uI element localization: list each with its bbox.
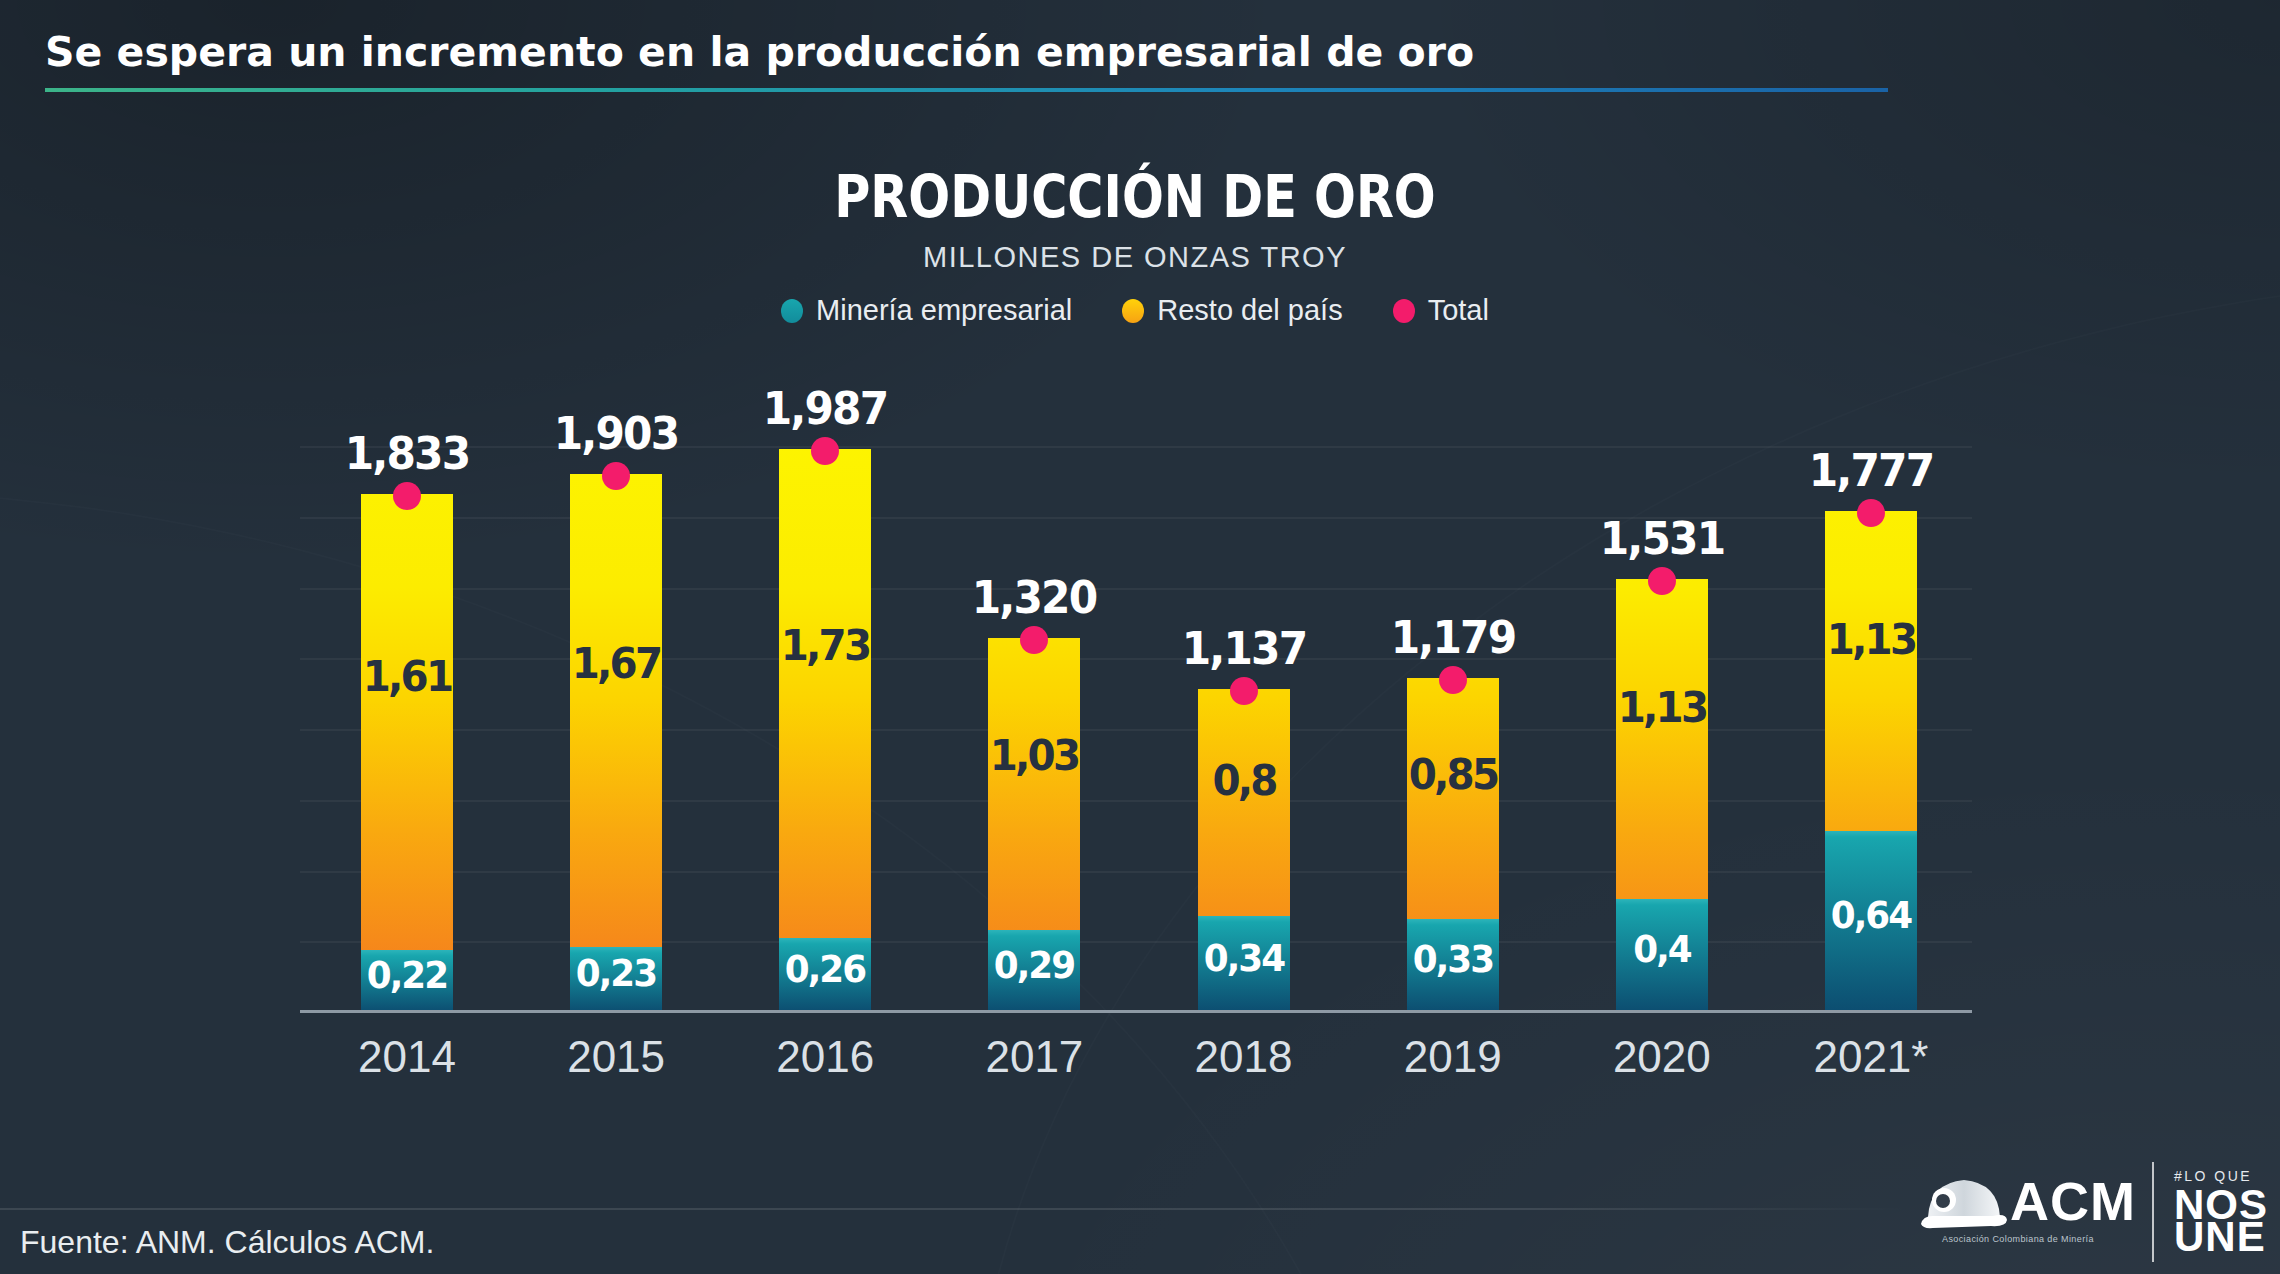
total-value-label: 1,777 <box>1768 447 1975 495</box>
source-note: Fuente: ANM. Cálculos ACM. <box>20 1224 434 1261</box>
resto-value-label: 1,13 <box>1558 684 1765 730</box>
total-value-label: 1,903 <box>513 410 720 458</box>
year-label: 2021* <box>1761 1034 1981 1080</box>
tagline: #LO QUE NOS UNE <box>2174 1168 2266 1253</box>
hard-hat-icon <box>1918 1170 2010 1234</box>
resto-value-label: 0,85 <box>1349 751 1556 797</box>
logo-separator <box>2152 1162 2154 1262</box>
mineria-value-label: 0,26 <box>722 949 929 989</box>
year-label: 2018 <box>1134 1034 1354 1080</box>
bar-segment-resto <box>1616 579 1708 899</box>
year-label: 2014 <box>297 1034 517 1080</box>
plot-area: 1,833 1,61 0,22 2014 1,903 1,67 0,23 2015 1,987 1… <box>0 0 2280 1274</box>
total-marker-dot <box>393 482 421 510</box>
mineria-value-label: 0,33 <box>1349 939 1556 979</box>
year-label: 2015 <box>506 1034 726 1080</box>
resto-value-label: 1,03 <box>931 732 1138 778</box>
mineria-value-label: 0,29 <box>931 945 1138 985</box>
total-value-label: 1,179 <box>1349 614 1556 662</box>
mineria-value-label: 0,22 <box>304 955 511 995</box>
acm-logo-text: ACM <box>2010 1176 2136 1226</box>
resto-value-label: 1,13 <box>1768 616 1975 662</box>
year-label: 2020 <box>1552 1034 1772 1080</box>
total-value-label: 1,320 <box>931 574 1138 622</box>
mineria-value-label: 0,64 <box>1768 895 1975 935</box>
slide: Se espera un incremento en la producción… <box>0 0 2280 1274</box>
mineria-value-label: 0,23 <box>513 953 720 993</box>
total-marker-dot <box>1857 499 1885 527</box>
acm-logo: ACM Asociación Colombiana de Minería <box>1912 1162 2142 1266</box>
total-value-label: 1,531 <box>1558 515 1765 563</box>
total-value-label: 1,833 <box>304 430 511 478</box>
resto-value-label: 1,73 <box>722 622 929 668</box>
year-label: 2017 <box>924 1034 1144 1080</box>
year-label: 2016 <box>715 1034 935 1080</box>
tagline-une: UNE <box>2174 1221 2266 1253</box>
acm-logo-subtext: Asociación Colombiana de Minería <box>1942 1234 2142 1244</box>
total-marker-dot <box>1439 666 1467 694</box>
bar-segment-resto <box>1825 511 1917 831</box>
resto-value-label: 1,61 <box>304 653 511 699</box>
bar-segment-resto <box>570 474 662 947</box>
mineria-value-label: 0,4 <box>1558 929 1765 969</box>
total-value-label: 1,137 <box>1140 625 1347 673</box>
gridline <box>300 871 1972 873</box>
total-marker-dot <box>1230 677 1258 705</box>
year-label: 2019 <box>1343 1034 1563 1080</box>
resto-value-label: 0,8 <box>1140 757 1347 803</box>
x-axis-line <box>300 1010 1972 1013</box>
gridline <box>300 800 1972 802</box>
total-marker-dot <box>1648 567 1676 595</box>
bar-segment-resto <box>361 494 453 950</box>
total-value-label: 1,987 <box>722 385 929 433</box>
total-marker-dot <box>811 437 839 465</box>
mineria-value-label: 0,34 <box>1140 938 1347 978</box>
resto-value-label: 1,67 <box>513 640 720 686</box>
bar-segment-resto <box>779 449 871 939</box>
bar-segment-resto <box>988 638 1080 929</box>
